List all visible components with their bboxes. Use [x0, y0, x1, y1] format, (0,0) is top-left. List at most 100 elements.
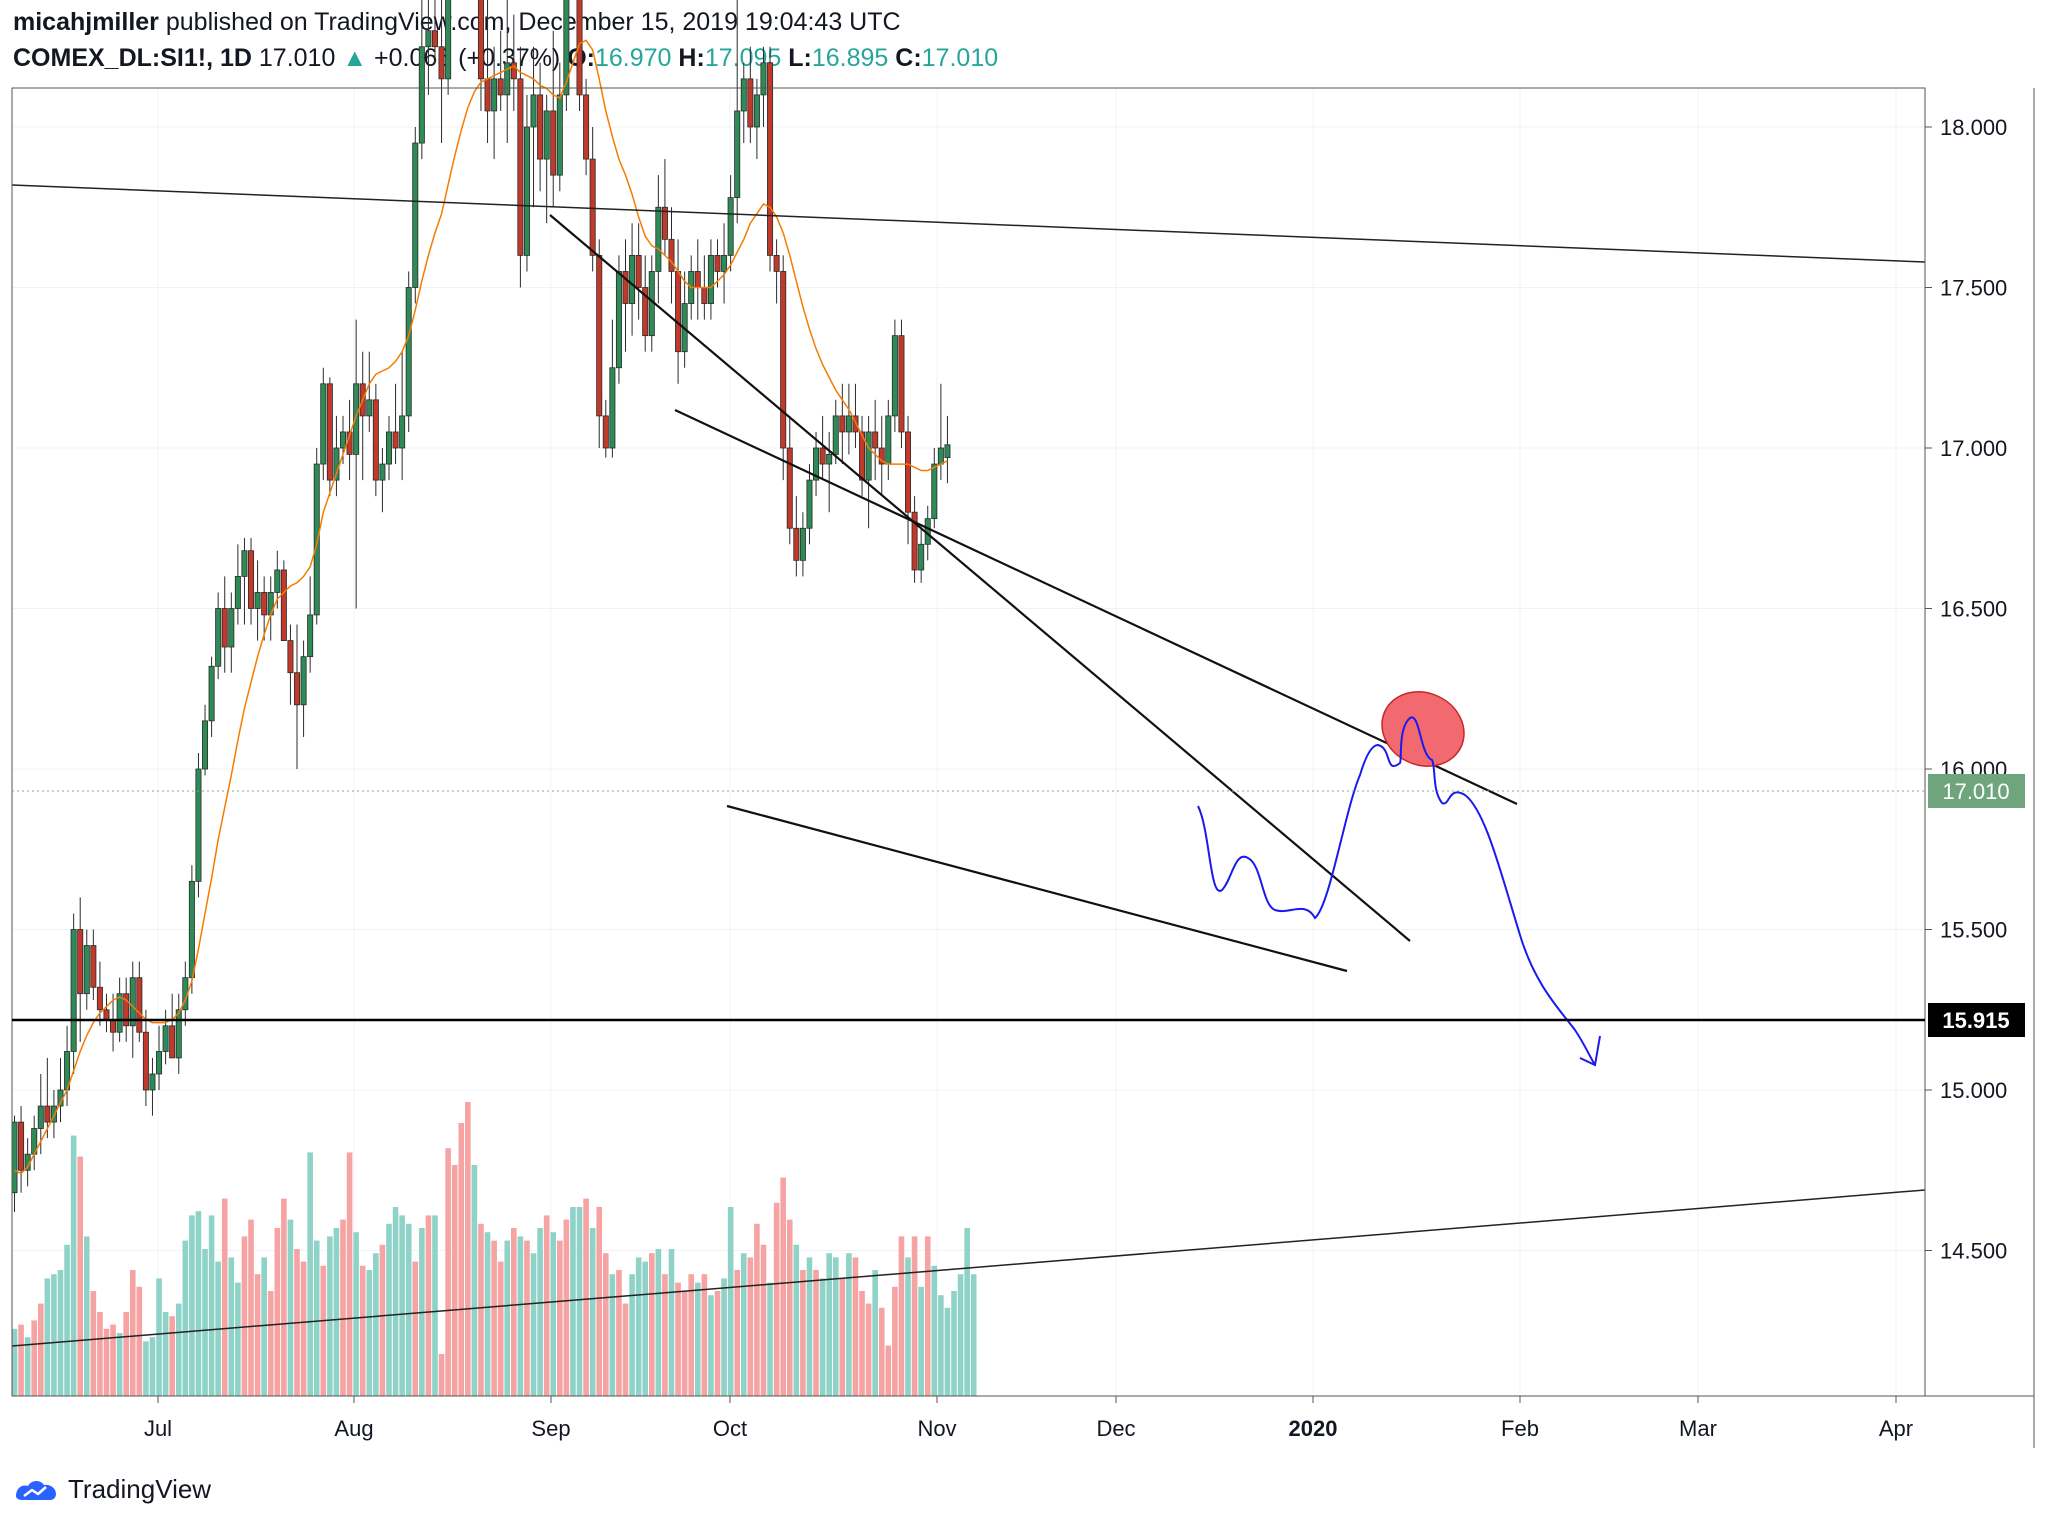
volume-bar	[386, 1223, 392, 1396]
volume-bar	[648, 1253, 655, 1396]
volume-bar	[497, 1261, 504, 1396]
volume-bar	[852, 1257, 859, 1396]
last-price-badge-label: 17.010	[1942, 779, 2009, 804]
candle	[793, 496, 800, 577]
volume-bar	[333, 1228, 340, 1396]
candle	[353, 319, 360, 609]
candle	[905, 415, 912, 545]
candle	[221, 576, 228, 673]
candle	[228, 592, 235, 673]
open-value: 16.970	[595, 44, 672, 72]
candle	[484, 0, 491, 144]
volume-bar	[11, 1328, 18, 1396]
volume-bar	[872, 1270, 878, 1396]
candle	[491, 46, 498, 160]
candle	[714, 239, 721, 288]
candle	[44, 1057, 51, 1139]
candle	[399, 351, 406, 481]
price-tick-label: 15.500	[1940, 918, 2007, 943]
volume-bar	[970, 1274, 977, 1396]
candle	[839, 383, 846, 465]
volume-bar	[379, 1244, 386, 1396]
tradingview-logo-icon[interactable]	[12, 1476, 60, 1504]
candle	[589, 127, 596, 272]
volume-bar	[110, 1324, 116, 1396]
candle	[602, 399, 609, 458]
close-value: 17.010	[921, 44, 999, 72]
price-tick-label: 17.000	[1940, 436, 2007, 461]
candle	[438, 0, 445, 144]
candle	[90, 929, 97, 1001]
volume-bar	[37, 1303, 44, 1396]
volume-bar	[603, 1253, 609, 1396]
candle	[333, 415, 340, 497]
candle	[944, 415, 951, 484]
candle	[819, 415, 826, 481]
volume-bar	[688, 1274, 695, 1396]
volume-bar	[451, 1165, 458, 1396]
lower-long-trendline	[11, 1189, 1926, 1347]
candle	[780, 255, 787, 481]
candle	[681, 271, 688, 368]
volume-bar	[175, 1303, 182, 1396]
candle	[885, 399, 892, 481]
volume-bar	[570, 1207, 576, 1396]
volume-bar	[44, 1278, 51, 1396]
triangle-up-icon: ▲	[342, 44, 368, 72]
candle	[313, 448, 320, 625]
candle	[635, 223, 642, 320]
candle	[202, 704, 209, 776]
volume-bar	[662, 1274, 668, 1396]
low-label: L:	[788, 44, 812, 72]
candle	[307, 576, 314, 673]
volume-bar	[543, 1215, 550, 1396]
volume-bar	[57, 1270, 64, 1396]
volume-bar	[944, 1307, 951, 1396]
candle	[103, 993, 110, 1033]
wedge-upper-line	[674, 409, 1518, 805]
footer-brand[interactable]: TradingView	[68, 1474, 212, 1504]
volume-bar	[182, 1240, 189, 1396]
volume-bar	[819, 1278, 826, 1396]
candle	[845, 383, 852, 455]
volume-bar	[471, 1165, 478, 1396]
candle	[911, 496, 918, 583]
candle	[721, 223, 728, 304]
volume-bar	[629, 1274, 635, 1396]
volume-bar	[103, 1328, 110, 1396]
price-change: +0.065 (+0.37%)	[374, 44, 561, 72]
symbol-label: COMEX_DL:SI1!, 1D	[13, 44, 252, 72]
volume-bar	[478, 1223, 484, 1396]
volume-bar	[832, 1257, 839, 1396]
candle	[175, 993, 182, 1074]
volume-bar	[800, 1270, 806, 1396]
time-tick-label: 2020	[1289, 1416, 1338, 1441]
candle	[215, 592, 222, 680]
author-name[interactable]: micahjmiller	[13, 8, 159, 36]
candle	[234, 544, 241, 625]
candle	[412, 127, 419, 304]
candle	[609, 319, 616, 458]
candle	[898, 319, 905, 448]
candle	[655, 175, 662, 304]
high-label: H:	[678, 44, 705, 72]
volume-bar	[714, 1291, 721, 1396]
candle	[550, 30, 557, 208]
moving-average-line	[14, 39, 948, 1175]
volume-bar	[90, 1291, 97, 1396]
candle	[786, 415, 793, 545]
price-tick-label: 16.500	[1940, 597, 2007, 622]
volume-bar	[18, 1324, 24, 1396]
time-tick-label: Mar	[1679, 1416, 1717, 1441]
candle	[359, 351, 366, 481]
candle	[142, 1009, 149, 1107]
candle	[83, 929, 90, 1010]
candle	[918, 528, 925, 583]
candle	[372, 383, 379, 497]
projection-path	[1197, 716, 1596, 1066]
volume-bar	[780, 1177, 786, 1396]
wedge-lower-line	[726, 804, 1348, 973]
candle	[865, 415, 872, 529]
candle	[767, 46, 774, 272]
